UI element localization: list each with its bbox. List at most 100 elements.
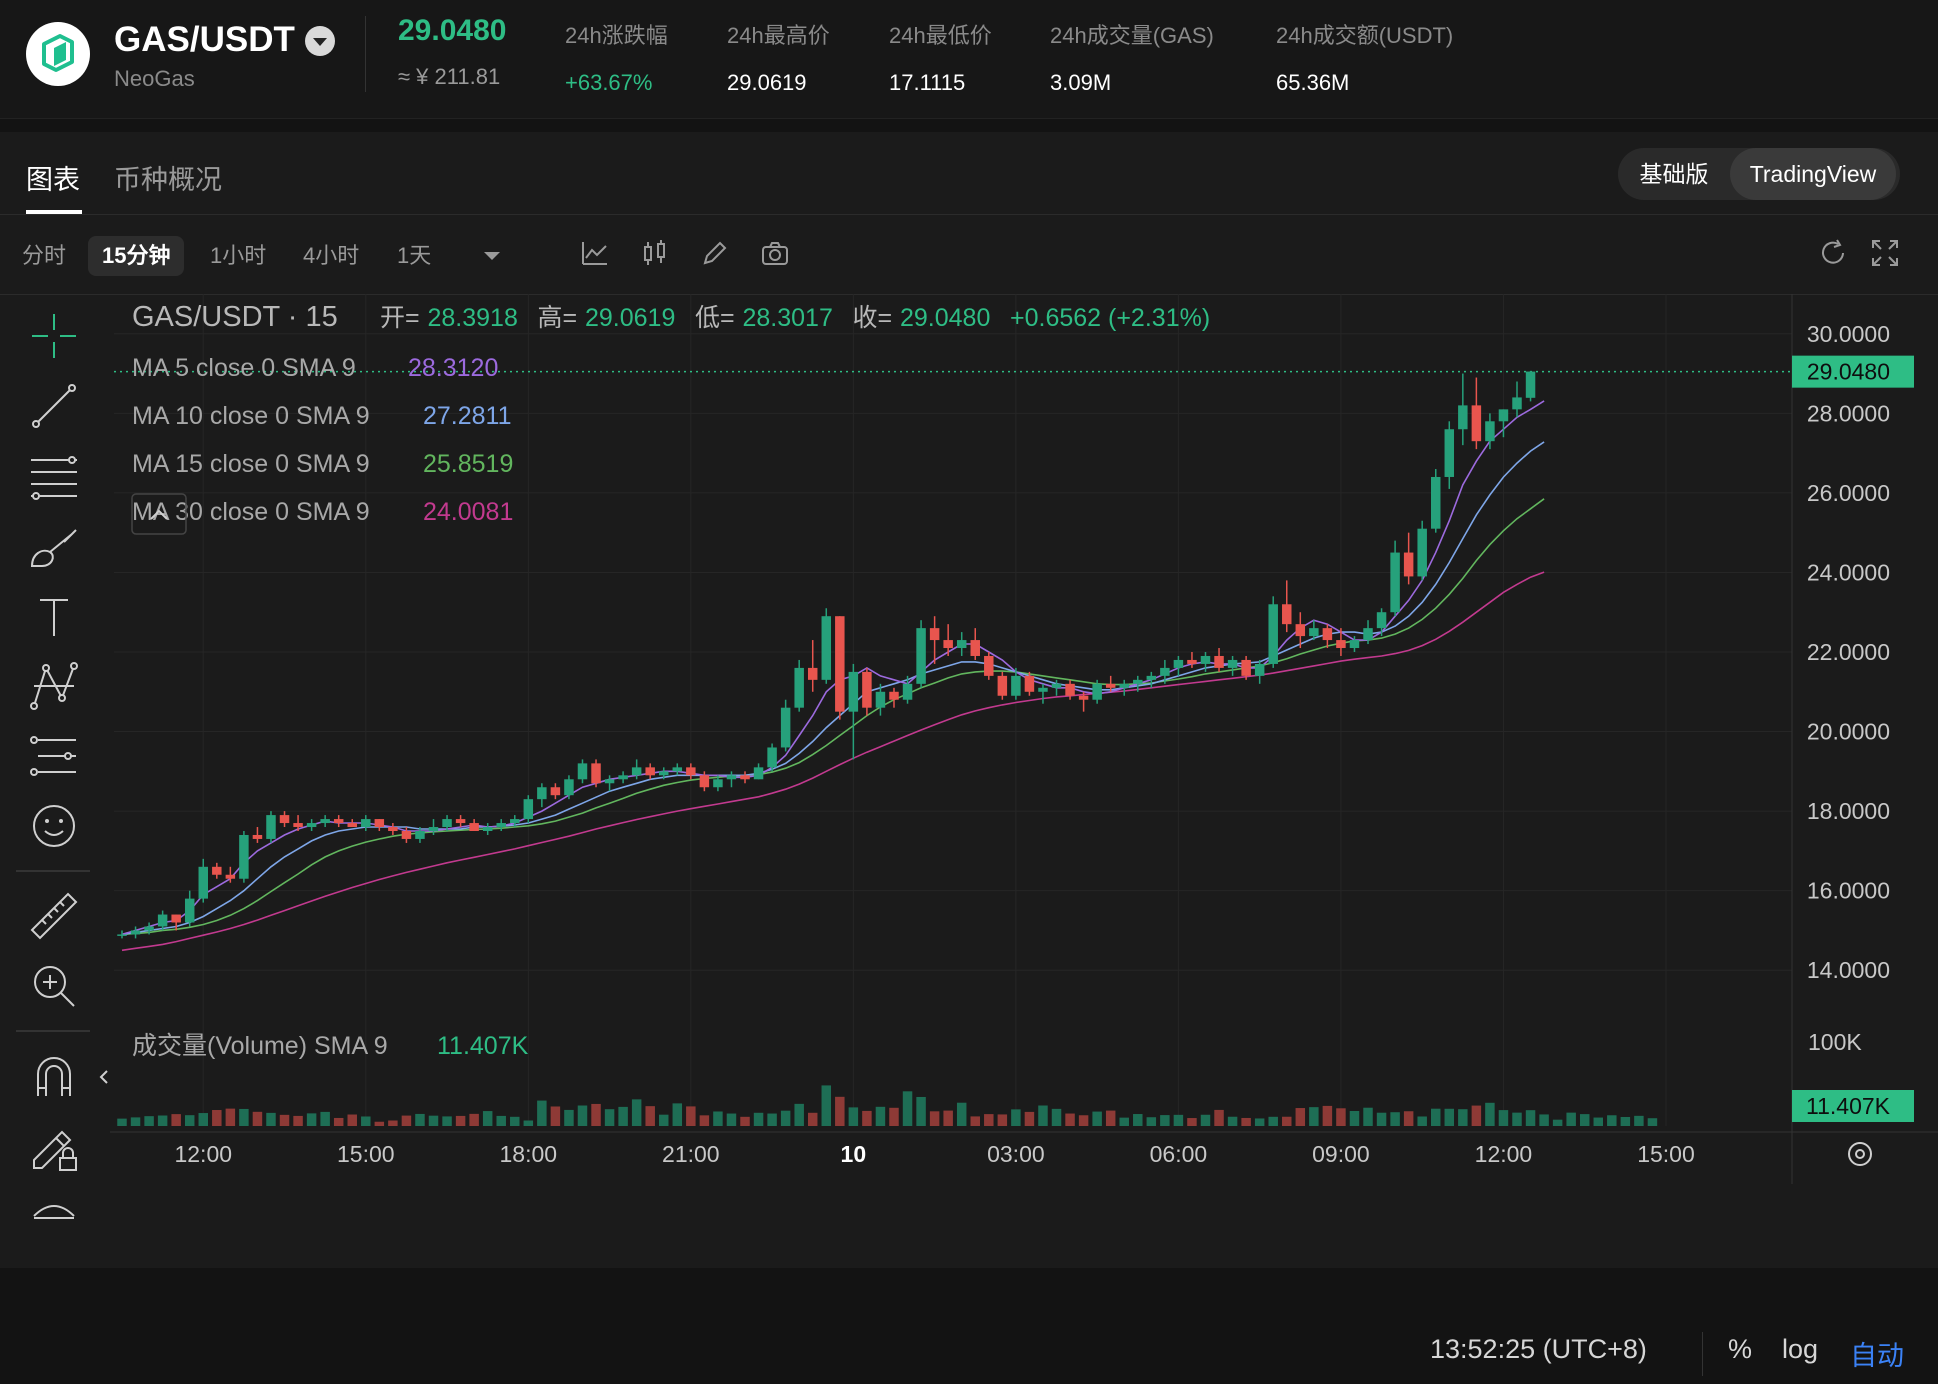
volume-bar xyxy=(767,1113,777,1126)
stat-label: 24h成交量(GAS) xyxy=(1050,23,1214,48)
log-toggle[interactable]: log xyxy=(1782,1334,1819,1364)
last-price-label: 29.0480 xyxy=(1807,359,1890,385)
volume-bar xyxy=(970,1116,980,1126)
toolbar-divider xyxy=(16,870,90,872)
header-divider xyxy=(365,16,366,92)
ma-legend-value: 25.8519 xyxy=(423,450,513,478)
line-chart-icon[interactable] xyxy=(580,238,610,268)
last-volume-tag xyxy=(1792,1090,1914,1122)
lock-draw-icon[interactable] xyxy=(28,1120,80,1172)
volume-bar xyxy=(1336,1108,1346,1126)
percent-toggle[interactable]: % xyxy=(1728,1334,1753,1364)
candle-body xyxy=(794,667,804,708)
timeframe-4h[interactable]: 4小时 xyxy=(303,243,360,268)
candle-body xyxy=(1471,405,1482,442)
timeframe-line[interactable]: 分时 xyxy=(22,243,67,268)
volume-bar xyxy=(1430,1108,1441,1126)
candle-body xyxy=(415,831,425,839)
candle-body xyxy=(320,819,330,824)
stat-volume: 24h成交量(GAS) 3.09M xyxy=(1050,18,1214,96)
volume-bar xyxy=(1566,1112,1576,1126)
view-basic[interactable]: 基础版 xyxy=(1639,161,1709,187)
volume-bar xyxy=(1417,1116,1427,1126)
collapse-toolbar-icon[interactable] xyxy=(98,1068,110,1086)
y-tick-label: 14.0000 xyxy=(1807,957,1890,983)
volume-bar xyxy=(428,1115,439,1126)
reload-icon[interactable] xyxy=(1818,238,1848,268)
volume-bar xyxy=(1011,1109,1021,1126)
symbol-dropdown-icon[interactable] xyxy=(305,26,335,56)
chevron-up-icon xyxy=(150,509,168,520)
prediction-icon[interactable] xyxy=(28,730,80,782)
volume-bar xyxy=(117,1118,127,1126)
magnet-icon[interactable] xyxy=(28,1050,80,1102)
crosshair-icon[interactable] xyxy=(28,310,80,362)
candle-body xyxy=(591,763,601,784)
stat-value: 65.36M xyxy=(1276,70,1350,95)
candle-body xyxy=(1173,659,1184,668)
volume-bar xyxy=(740,1116,750,1126)
candle-body xyxy=(943,640,953,649)
y-tick-label: 22.0000 xyxy=(1807,639,1890,665)
timeframe-15m[interactable]: 15分钟 xyxy=(88,236,185,276)
candle-type-icon[interactable] xyxy=(640,238,670,268)
ma-legend-name: MA 15 close 0 SMA 9 xyxy=(132,450,370,478)
candle-body xyxy=(862,671,872,708)
auto-scale-toggle[interactable]: 自动 xyxy=(1850,1341,1904,1371)
tab-coin-info[interactable]: 币种概况 xyxy=(114,165,222,195)
candle-body xyxy=(1160,667,1170,676)
candle-body xyxy=(902,683,913,700)
volume-bar xyxy=(1119,1117,1129,1126)
candle-body xyxy=(645,767,655,776)
trendline-icon[interactable] xyxy=(28,380,80,432)
ohlc-label: 收= xyxy=(853,304,893,332)
y-tick-label: 18.0000 xyxy=(1807,798,1890,824)
candle-body xyxy=(198,866,209,899)
pencil-icon[interactable] xyxy=(700,238,730,268)
pattern-icon[interactable] xyxy=(28,660,80,712)
ma30-line xyxy=(121,571,1545,952)
candle-body xyxy=(659,771,669,776)
timeframe-1h[interactable]: 1小时 xyxy=(210,243,267,268)
fullscreen-icon[interactable] xyxy=(1870,238,1900,268)
candle-body xyxy=(1525,371,1536,398)
volume-bar xyxy=(1376,1112,1387,1126)
brush-icon[interactable] xyxy=(28,520,80,572)
x-tick-label: 06:00 xyxy=(1150,1141,1208,1167)
x-tick-label: 03:00 xyxy=(987,1141,1045,1167)
tab-chart[interactable]: 图表 xyxy=(26,165,80,195)
camera-icon[interactable] xyxy=(760,238,790,268)
volume-bar xyxy=(184,1115,195,1126)
y-tick-label: 20.0000 xyxy=(1807,719,1890,745)
ruler-icon[interactable] xyxy=(28,890,80,942)
volume-bar xyxy=(1173,1114,1184,1126)
volume-bar xyxy=(889,1107,899,1126)
zoom-in-icon[interactable] xyxy=(28,960,80,1012)
candle-body xyxy=(970,640,980,656)
volume-bar xyxy=(361,1116,371,1126)
candle-body xyxy=(333,819,344,824)
emoji-icon[interactable] xyxy=(28,800,80,852)
timeframe-more-icon[interactable] xyxy=(480,236,504,276)
volume-bar xyxy=(1512,1112,1522,1126)
volume-bar xyxy=(171,1114,181,1126)
volume-bar xyxy=(266,1112,276,1126)
visibility-icon[interactable] xyxy=(28,1194,80,1224)
fib-icon[interactable] xyxy=(28,450,80,502)
candlestick-chart[interactable]: 30.0000 28.0000 26.0000 24.0000 22.0000 20.00… xyxy=(110,294,1938,1214)
candle-body xyxy=(171,914,181,923)
text-icon[interactable] xyxy=(28,590,80,642)
ma10-line xyxy=(121,441,1545,936)
volume-bar xyxy=(902,1091,913,1126)
ma15-line xyxy=(121,498,1545,936)
candle-body xyxy=(523,799,534,820)
timeframe-1d[interactable]: 1天 xyxy=(397,243,432,268)
candle-body xyxy=(1498,409,1509,422)
volume-bar xyxy=(1160,1115,1170,1126)
candle-body xyxy=(252,834,263,839)
view-tradingview[interactable]: TradingView xyxy=(1730,148,1896,200)
symbol-title[interactable]: GAS/USDT xyxy=(114,20,295,59)
toolbar-divider xyxy=(16,1030,90,1032)
volume-bar xyxy=(956,1102,967,1126)
candle-body xyxy=(157,914,168,927)
